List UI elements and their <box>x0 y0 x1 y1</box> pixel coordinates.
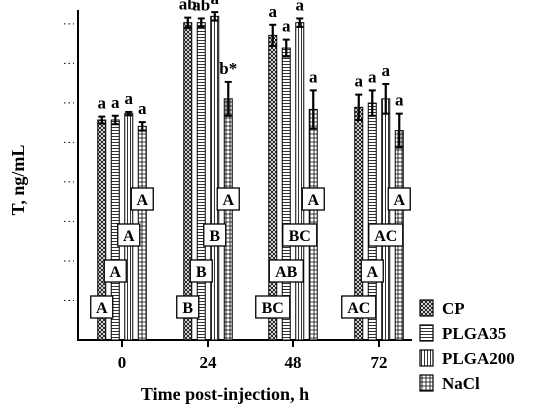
significance-label: ab <box>179 0 197 14</box>
legend-label: CP <box>442 299 465 318</box>
legend-swatch <box>419 374 434 392</box>
significance-label: a <box>98 94 107 113</box>
significance-label: ab <box>192 0 210 14</box>
group-letter: BC <box>262 300 284 317</box>
significance-label: a <box>111 93 120 112</box>
group-letter: A <box>136 192 148 209</box>
legend-label: NaCl <box>442 374 480 393</box>
group-letter-box <box>216 187 240 211</box>
legend-swatch <box>419 349 434 367</box>
group-letter-box <box>189 259 213 283</box>
group-letter: A <box>222 192 234 209</box>
group-letter-box <box>387 187 411 211</box>
significance-label: a <box>309 67 318 86</box>
legend-swatch <box>419 299 434 317</box>
group-letter: AB <box>275 264 298 281</box>
significance-label: a <box>282 17 291 36</box>
group-letter-box <box>268 259 304 283</box>
plot-area: 0244872aabaaaabaaaaaaab*aaABBCACABABAABB… <box>64 0 412 372</box>
significance-label: a <box>296 0 305 14</box>
legend-swatch <box>419 324 434 342</box>
group-letter: BC <box>289 228 311 245</box>
group-letter: AC <box>374 228 397 245</box>
group-letter-box <box>282 223 318 247</box>
group-letter: A <box>123 228 135 245</box>
significance-label: b* <box>219 59 237 78</box>
group-letter: AC <box>347 300 370 317</box>
bar <box>223 98 233 341</box>
x-tick-label: 0 <box>118 353 127 372</box>
significance-label: a <box>355 72 364 91</box>
legend-label: PLGA200 <box>442 349 515 368</box>
significance-label: a <box>211 0 220 8</box>
group-letter-box <box>255 295 291 319</box>
legend-label: PLGA35 <box>442 324 506 343</box>
x-tick-label: 24 <box>200 353 218 372</box>
significance-label: a <box>138 99 147 118</box>
group-letter-box <box>341 295 377 319</box>
bar <box>381 98 391 341</box>
bar <box>210 15 220 341</box>
group-letter: B <box>209 228 220 245</box>
significance-label: a <box>368 67 377 86</box>
x-tick-label: 72 <box>371 353 388 372</box>
bar <box>268 34 278 341</box>
group-letter: A <box>109 264 121 281</box>
group-letter: A <box>307 192 319 209</box>
x-axis-title: Time post-injection, h <box>141 384 309 404</box>
group-letter-box <box>103 259 127 283</box>
group-letter-box <box>130 187 154 211</box>
group-letter: A <box>366 264 378 281</box>
group-letter: B <box>182 300 193 317</box>
group-letter-box <box>176 295 200 319</box>
significance-label: a <box>125 89 134 108</box>
group-letter-box <box>368 223 404 247</box>
group-letter-box <box>360 259 384 283</box>
significance-label: a <box>395 91 404 110</box>
group-letter-box <box>301 187 325 211</box>
group-letter: B <box>196 264 207 281</box>
x-tick-label: 48 <box>285 353 302 372</box>
group-letter-box <box>203 223 227 247</box>
significance-label: a <box>382 61 391 80</box>
group-letter: A <box>96 300 108 317</box>
legend: CP PLGA35 PLGA200 NaCl <box>419 299 515 393</box>
bar <box>295 22 305 341</box>
bar <box>183 22 193 341</box>
significance-label: a <box>269 2 278 21</box>
group-letter: A <box>393 192 405 209</box>
group-letter-box <box>90 295 114 319</box>
group-letter-box <box>117 223 141 247</box>
bar <box>196 22 206 341</box>
y-axis-title: T, ng/mL <box>8 145 28 216</box>
